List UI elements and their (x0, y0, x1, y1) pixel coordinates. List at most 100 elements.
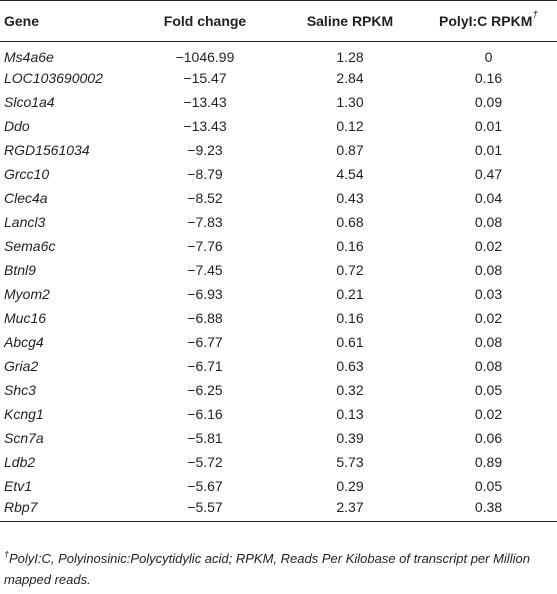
table-row: Etv1 −5.67 0.29 0.05 (0, 474, 557, 498)
table-row: Rbp7 −5.57 2.37 0.38 (0, 497, 557, 522)
table-row: Lancl3 −7.83 0.68 0.08 (0, 210, 557, 234)
table-row: Btnl9 −7.45 0.72 0.08 (0, 258, 557, 282)
gene-cell: RGD1561034 (4, 141, 90, 158)
fold-change-cell: −1046.99 (175, 48, 235, 65)
polyic-rpkm-cell: 0.05 (474, 477, 503, 494)
gene-cell: Lancl3 (4, 213, 46, 230)
gene-cell: Myom2 (4, 285, 50, 302)
table-row: Muc16 −6.88 0.16 0.02 (0, 306, 557, 330)
polyic-rpkm-cell: 0.47 (474, 165, 503, 182)
gene-cell: Ms4a6e (4, 48, 54, 65)
gene-cell: Muc16 (4, 309, 47, 326)
saline-rpkm-cell: 0.63 (336, 357, 364, 374)
saline-rpkm-cell: 0.87 (336, 141, 364, 158)
table-row: Abcg4 −6.77 0.61 0.08 (0, 330, 557, 354)
table-row: Myom2 −6.93 0.21 0.03 (0, 282, 557, 306)
gene-cell: Shc3 (4, 381, 36, 398)
gene-cell: Slco1a4 (4, 93, 55, 110)
table-row: Slco1a4 −13.43 1.30 0.09 (0, 90, 557, 114)
gene-cell: Etv1 (4, 477, 33, 494)
table-row: Scn7a −5.81 0.39 0.06 (0, 426, 557, 450)
gene-cell: Clec4a (4, 189, 48, 206)
saline-rpkm-cell: 1.30 (336, 93, 364, 110)
header-gene: Gene (0, 0, 130, 42)
table-header-row: Gene Fold change Saline RPKM PolyI:C RPK… (0, 0, 557, 42)
header-saline-rpkm: Saline RPKM (280, 0, 420, 42)
fold-change-cell: −6.16 (187, 405, 223, 422)
polyic-rpkm-cell: 0.06 (474, 429, 503, 446)
saline-rpkm-cell: 2.84 (336, 69, 364, 86)
gene-cell: Ddo (4, 117, 30, 134)
table-container: Gene Fold change Saline RPKM PolyI:C RPK… (0, 0, 557, 522)
polyic-rpkm-cell: 0.01 (474, 141, 503, 158)
fold-change-cell: −6.77 (187, 333, 223, 350)
table-row: LOC103690002 −15.47 2.84 0.16 (0, 66, 557, 90)
table-row: Ddo −13.43 0.12 0.01 (0, 114, 557, 138)
fold-change-cell: −7.45 (187, 261, 223, 278)
saline-rpkm-cell: 0.12 (336, 117, 364, 134)
polyic-rpkm-cell: 0.05 (474, 381, 503, 398)
saline-rpkm-cell: 0.13 (336, 405, 364, 422)
fold-change-cell: −5.67 (187, 477, 223, 494)
fold-change-cell: −5.81 (187, 429, 223, 446)
footnote-text: PolyI:C, Polyinosinic:Polycytidylic acid… (4, 551, 530, 587)
gene-cell: Gria2 (4, 357, 39, 374)
polyic-rpkm-cell: 0.08 (474, 261, 503, 278)
table-row: Grcc10 −8.79 4.54 0.47 (0, 162, 557, 186)
table-row: Sema6c −7.76 0.16 0.02 (0, 234, 557, 258)
saline-rpkm-cell: 5.73 (336, 453, 364, 470)
saline-rpkm-cell: 0.72 (336, 261, 364, 278)
gene-expression-table: Gene Fold change Saline RPKM PolyI:C RPK… (0, 0, 557, 522)
table-row: Kcng1 −6.16 0.13 0.02 (0, 402, 557, 426)
gene-cell: Grcc10 (4, 165, 50, 182)
saline-rpkm-cell: 0.43 (336, 189, 364, 206)
table-row: Ms4a6e −1046.99 1.28 0 (0, 42, 557, 66)
fold-change-cell: −6.25 (187, 381, 223, 398)
header-polyic-rpkm: PolyI:C RPKM† (420, 0, 557, 42)
polyic-rpkm-cell: 0.04 (474, 189, 503, 206)
table-row: Clec4a −8.52 0.43 0.04 (0, 186, 557, 210)
saline-rpkm-cell: 0.39 (336, 429, 364, 446)
saline-rpkm-cell: 1.28 (336, 48, 364, 65)
gene-cell: Kcng1 (4, 405, 44, 422)
dagger-mark: † (532, 10, 538, 22)
polyic-rpkm-cell: 0.08 (474, 357, 503, 374)
table-body: Ms4a6e −1046.99 1.28 0 LOC103690002 −15.47 2.8… (0, 42, 557, 522)
table-row: Gria2 −6.71 0.63 0.08 (0, 354, 557, 378)
gene-cell: Btnl9 (4, 261, 36, 278)
gene-cell: Scn7a (4, 429, 44, 446)
fold-change-cell: −15.47 (183, 69, 227, 86)
saline-rpkm-cell: 0.21 (336, 285, 364, 302)
fold-change-cell: −13.43 (183, 93, 227, 110)
table-footnote: †PolyI:C, Polyinosinic:Polycytidylic aci… (4, 548, 554, 590)
polyic-rpkm-cell: 0.09 (474, 93, 503, 110)
polyic-rpkm-cell: 0.01 (474, 117, 503, 134)
polyic-rpkm-cell: 0.02 (474, 405, 503, 422)
fold-change-cell: −6.93 (187, 285, 223, 302)
polyic-rpkm-cell: 0.03 (474, 285, 503, 302)
fold-change-cell: −7.76 (187, 237, 223, 254)
saline-rpkm-cell: 0.16 (336, 237, 364, 254)
fold-change-cell: −8.79 (187, 165, 223, 182)
table-row: RGD1561034 −9.23 0.87 0.01 (0, 138, 557, 162)
polyic-rpkm-cell: 0.02 (474, 237, 503, 254)
saline-rpkm-cell: 0.61 (336, 333, 364, 350)
polyic-rpkm-cell: 0.89 (474, 453, 503, 470)
header-fold-change: Fold change (130, 0, 280, 42)
polyic-rpkm-cell: 0 (484, 48, 493, 65)
footnote-dagger-mark: † (4, 549, 10, 560)
gene-cell: Rbp7 (0, 497, 130, 522)
gene-cell: Ldb2 (4, 453, 36, 470)
fold-change-cell: −6.71 (187, 357, 223, 374)
gene-cell: Sema6c (4, 237, 56, 254)
gene-cell: Abcg4 (4, 333, 44, 350)
saline-rpkm-cell: 2.37 (280, 497, 420, 522)
polyic-rpkm-cell: 0.16 (474, 69, 503, 86)
fold-change-cell: −8.52 (187, 189, 223, 206)
fold-change-cell: −5.57 (130, 497, 280, 522)
polyic-rpkm-cell: 0.38 (420, 497, 557, 522)
fold-change-cell: −5.72 (187, 453, 223, 470)
saline-rpkm-cell: 0.16 (336, 309, 364, 326)
saline-rpkm-cell: 0.29 (336, 477, 364, 494)
